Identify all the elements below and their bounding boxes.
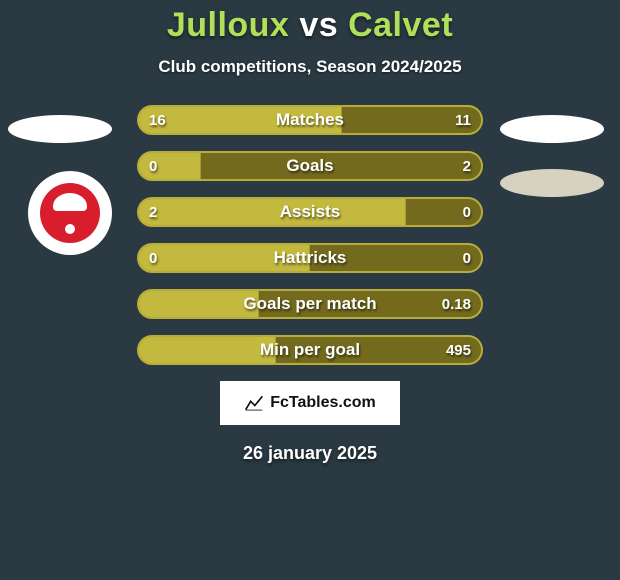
stat-fill-right [259, 291, 481, 317]
chart-icon [244, 393, 264, 413]
brand-badge: FcTables.com [220, 381, 400, 425]
player-b-shadow-ellipse [500, 169, 604, 197]
stat-row: Matches1611 [137, 105, 483, 135]
stat-row: Goals02 [137, 151, 483, 181]
stat-bars: Matches1611 Goals02 Assists20 Hattricks00 Go… [137, 105, 483, 365]
club-crest-inner [40, 183, 100, 243]
footer-date: 26 january 2025 [0, 443, 620, 464]
club-crest [28, 171, 112, 255]
player-b-photo-placeholder [500, 115, 604, 143]
stat-fill-left [139, 107, 342, 133]
stat-fill-left [139, 153, 201, 179]
page-title: Julloux vs Calvet [0, 0, 620, 45]
stat-fill-left [139, 291, 259, 317]
subtitle: Club competitions, Season 2024/2025 [0, 57, 620, 77]
stat-fill-left [139, 337, 276, 363]
brand-text: FcTables.com [270, 394, 376, 412]
stat-fill-right [276, 337, 481, 363]
stat-fill-left [139, 245, 310, 271]
stat-fill-right [310, 245, 481, 271]
stat-row: Hattricks00 [137, 243, 483, 273]
stat-fill-right [201, 153, 481, 179]
stat-fill-right [342, 107, 481, 133]
stat-fill-left [139, 199, 406, 225]
player-b-name: Calvet [348, 6, 453, 44]
stat-row: Goals per match0.18 [137, 289, 483, 319]
stat-row: Assists20 [137, 197, 483, 227]
stat-fill-right [406, 199, 481, 225]
vs-text: vs [299, 6, 338, 44]
player-a-name: Julloux [167, 6, 290, 44]
player-a-photo-placeholder [8, 115, 112, 143]
stat-row: Min per goal495 [137, 335, 483, 365]
comparison-stage: Matches1611 Goals02 Assists20 Hattricks00 Go… [0, 105, 620, 365]
